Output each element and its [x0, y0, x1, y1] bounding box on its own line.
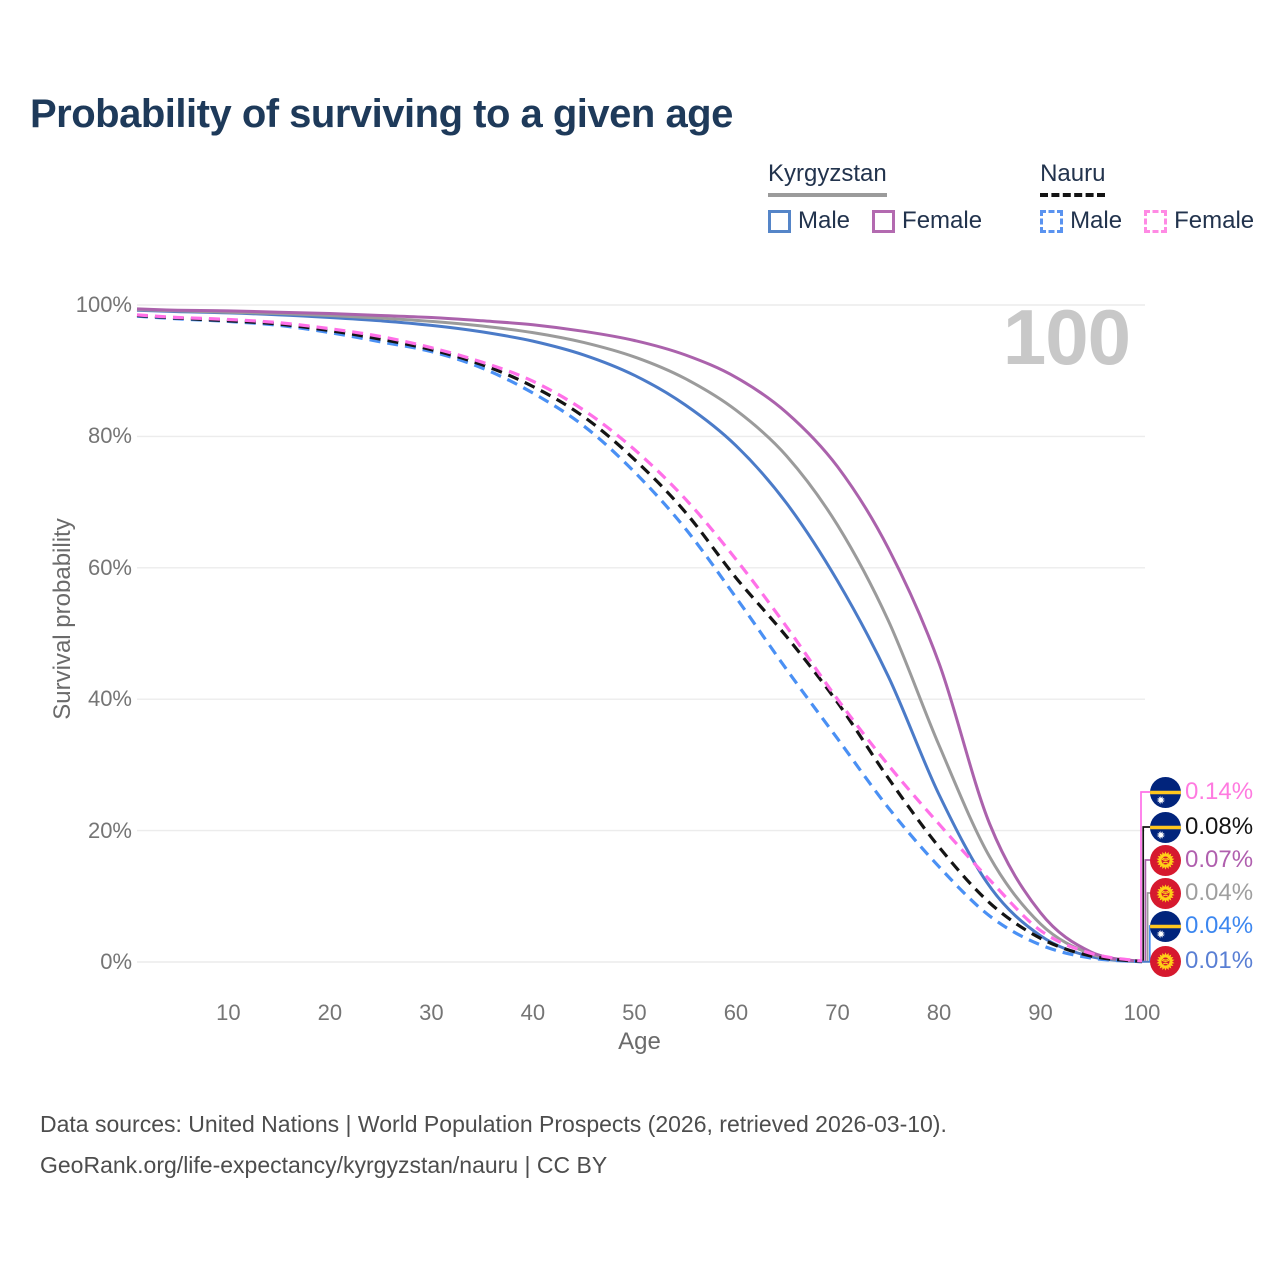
x-tick-label-40: 40 [520, 1000, 546, 1025]
legend-items-row: Male Female [768, 207, 982, 235]
gridlines [137, 304, 1145, 963]
curve-kyrgyzstan-male [136, 308, 1143, 964]
legend-swatch-icon [1144, 209, 1168, 233]
legend-item-label: Female [902, 207, 983, 234]
legend-swatch-icon [768, 209, 791, 233]
curve-kyrgyzstan [136, 308, 1143, 964]
curve-kyrgyzstan-female [136, 307, 1143, 963]
chart-legend: Kyrgyzstan Male Female Nauru Male Female [768, 160, 1254, 235]
legend-item-nauru-male[interactable]: Male [1040, 207, 1122, 235]
legend-country-label: Kyrgyzstan [768, 160, 887, 197]
x-tick-label-80: 80 [926, 1000, 952, 1025]
legend-country-label: Nauru [1040, 160, 1106, 197]
x-tick-label-30: 30 [419, 1000, 444, 1025]
end-label-value: 0.04% [1185, 912, 1254, 939]
age-counter-watermark: 100 [1002, 293, 1131, 381]
end-label-nauru-female: 0.14% [1150, 776, 1253, 808]
y-tick-label-100: 100% [75, 292, 132, 317]
legend-item-nauru-female[interactable]: Female [1144, 207, 1254, 235]
nauru-flag-icon [1150, 811, 1181, 843]
x-tick-label-20: 20 [317, 1000, 343, 1025]
kyrgyzstan-flag-icon [1150, 945, 1181, 977]
legend-swatch-icon [1040, 209, 1064, 233]
curve-nauru [136, 313, 1143, 964]
end-label-kyrgyzstan-female: 0.07% [1150, 844, 1253, 876]
legend-group-nauru: Nauru Male Female [1040, 160, 1254, 235]
x-tick-label-100: 100 [1123, 1000, 1161, 1025]
end-label-value: 0.04% [1185, 879, 1254, 906]
x-tick-label-60: 60 [723, 1000, 749, 1025]
y-tick-label-20: 20% [87, 817, 132, 843]
y-tick-label-60: 60% [87, 554, 132, 580]
kyrgyzstan-flag-icon [1150, 844, 1181, 876]
data-source-line: Data sources: United Nations | World Pop… [40, 1111, 947, 1137]
page-title: Probability of surviving to a given age [30, 92, 733, 136]
survival-curves [136, 307, 1143, 964]
legend-item-label: Male [798, 207, 851, 234]
footer-url-line: GeoRank.org/life-expectancy/kyrgyzstan/n… [40, 1152, 608, 1178]
end-label-value: 0.14% [1185, 778, 1254, 805]
curve-nauru-male [136, 314, 1143, 964]
legend-item-kyrgyzstan-male[interactable]: Male [768, 207, 850, 235]
end-label-kyrgyzstan: 0.04% [1150, 877, 1253, 909]
y-tick-label-0: 0% [100, 949, 132, 974]
curve-nauru-female [136, 313, 1143, 963]
legend-item-kyrgyzstan-female[interactable]: Female [872, 207, 982, 235]
connector-nauru-female [1140, 791, 1154, 962]
end-label-nauru: 0.08% [1150, 811, 1253, 843]
nauru-flag-icon [1150, 910, 1181, 942]
kyrgyzstan-flag-icon [1150, 877, 1181, 909]
y-tick-label-80: 80% [87, 423, 132, 449]
end-label-value: 0.01% [1185, 947, 1254, 974]
end-label-value: 0.07% [1185, 846, 1254, 873]
x-axis-title: Age [618, 1028, 661, 1055]
x-tick-label-10: 10 [216, 1000, 241, 1025]
legend-items-row: Male Female [1040, 207, 1254, 235]
legend-item-label: Female [1174, 207, 1255, 234]
legend-item-label: Male [1070, 207, 1123, 234]
x-tick-label-90: 90 [1028, 1000, 1053, 1025]
legend-group-kyrgyzstan: Kyrgyzstan Male Female [768, 160, 982, 235]
nauru-flag-icon [1150, 776, 1181, 808]
y-tick-label-40: 40% [87, 686, 132, 712]
end-label-nauru-male: 0.04% [1150, 910, 1253, 942]
end-label-value: 0.08% [1185, 813, 1254, 840]
x-tick-label-70: 70 [825, 1000, 850, 1025]
x-tick-label-50: 50 [622, 1000, 647, 1025]
footer-attribution: Data sources: United Nations | World Pop… [40, 1104, 947, 1186]
end-label-kyrgyzstan-male: 0.01% [1150, 945, 1253, 977]
legend-swatch-icon [872, 209, 896, 233]
